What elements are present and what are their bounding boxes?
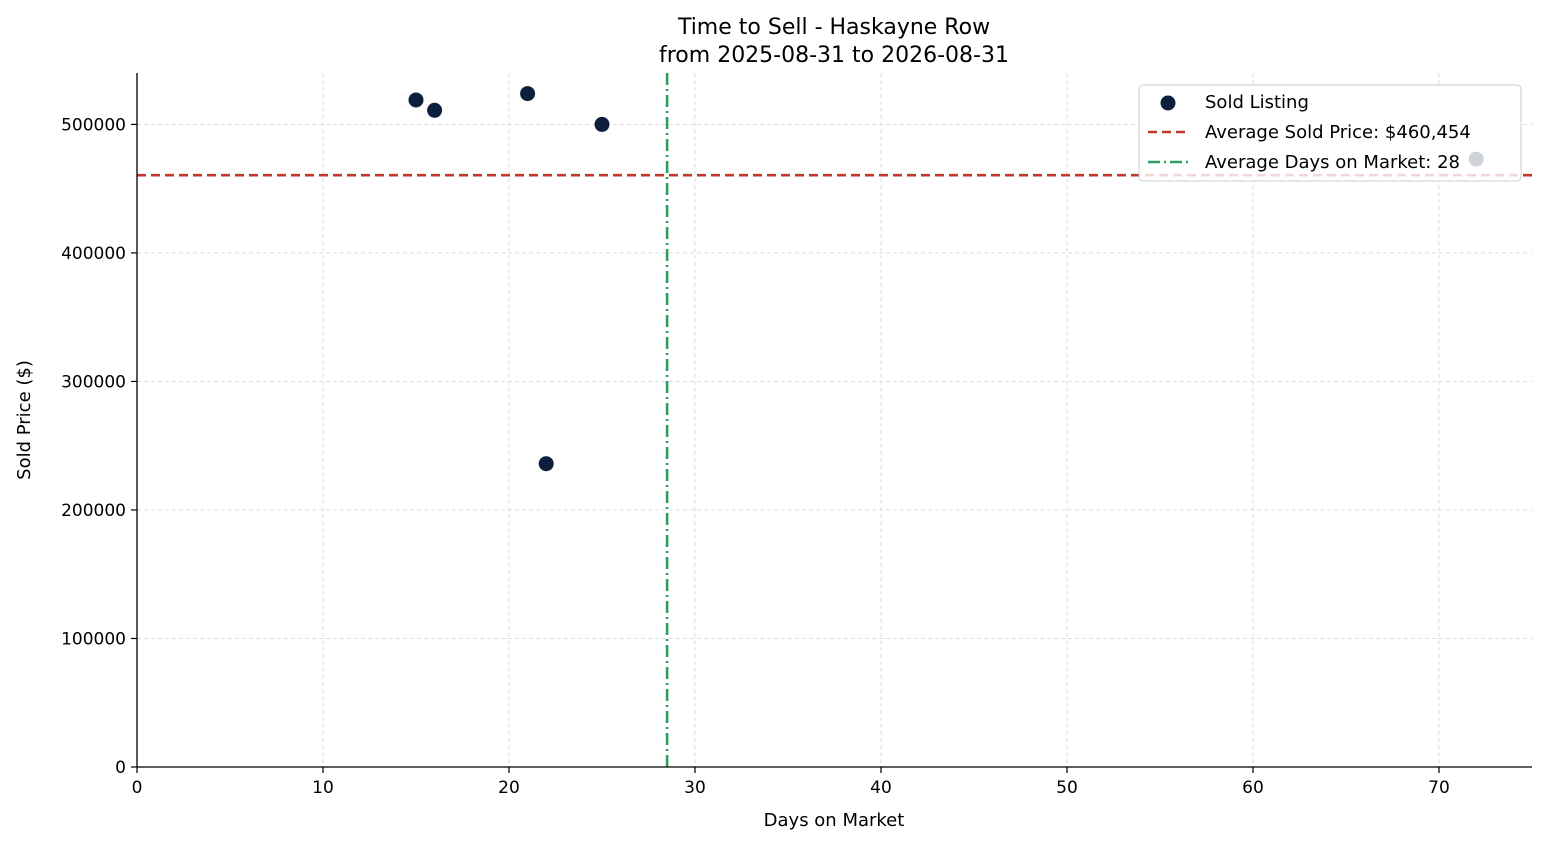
y-axis-label: Sold Price ($)	[14, 360, 35, 480]
chart-title: Time to Sell - Haskayne Row	[677, 15, 990, 40]
y-ticks: 0 100000 200000 300000 400000 500000	[61, 115, 137, 778]
legend-label-avg-days: Average Days on Market: 28	[1205, 152, 1460, 173]
x-tick-label: 40	[870, 778, 892, 798]
y-tick-label: 500000	[61, 115, 126, 135]
sold-listing-point	[594, 116, 610, 132]
y-tick-label: 100000	[61, 629, 126, 649]
legend-label-sold-listing: Sold Listing	[1205, 92, 1309, 113]
x-axis-label: Days on Market	[764, 810, 905, 831]
legend-label-avg-price: Average Sold Price: $460,454	[1205, 122, 1471, 143]
sold-listing-point	[538, 456, 554, 472]
legend-box	[1138, 84, 1522, 182]
x-tick-label: 70	[1428, 778, 1450, 798]
legend: Sold Listing Average Sold Price: $460,45…	[1138, 84, 1522, 182]
axes	[136, 73, 1532, 768]
sold-listing-point	[520, 86, 536, 102]
y-tick-label: 0	[115, 758, 126, 778]
x-tick-label: 0	[132, 778, 143, 798]
y-tick-label: 200000	[61, 501, 126, 521]
sold-listing-point	[427, 102, 443, 118]
x-tick-label: 60	[1242, 778, 1264, 798]
x-tick-label: 50	[1056, 778, 1078, 798]
y-tick-label: 300000	[61, 372, 126, 392]
x-tick-label: 10	[312, 778, 334, 798]
x-ticks: 0 10 20 30 40 50 60 70	[132, 767, 1450, 798]
chart-subtitle: from 2025-08-31 to 2026-08-31	[659, 43, 1009, 68]
x-tick-label: 30	[684, 778, 706, 798]
y-tick-label: 400000	[61, 244, 126, 264]
sold-listing-point	[408, 92, 424, 108]
legend-marker-sold-listing	[1160, 95, 1176, 111]
x-tick-label: 20	[498, 778, 520, 798]
